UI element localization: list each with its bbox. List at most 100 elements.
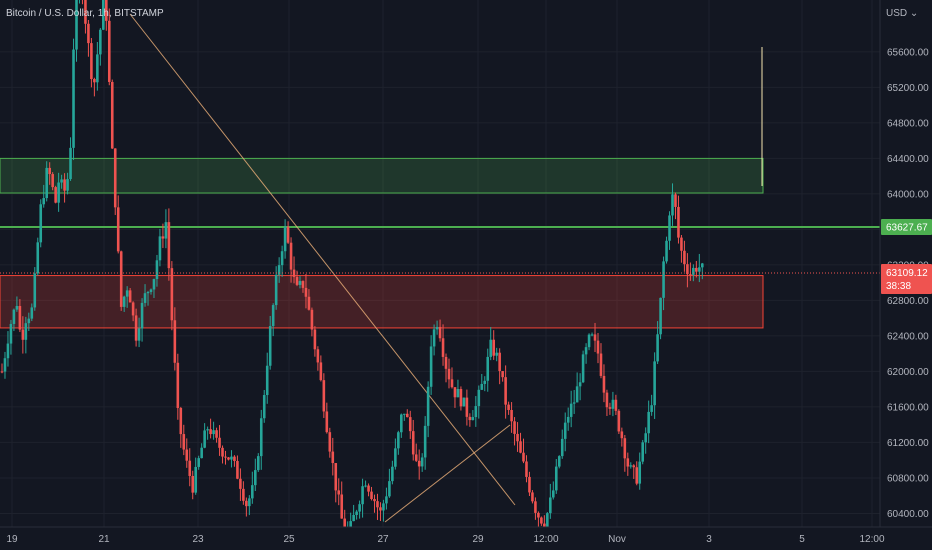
candle-body	[27, 318, 31, 324]
candle-body	[102, 0, 105, 30]
y-tick-label: 65200.00	[887, 83, 929, 94]
currency-label[interactable]: USD ⌄	[886, 8, 918, 19]
candle-body	[316, 349, 320, 363]
candle-body	[489, 339, 493, 357]
candle-body	[24, 323, 28, 340]
candle-body	[218, 437, 221, 448]
current-badge-bg	[881, 263, 932, 294]
candle-body	[298, 281, 302, 285]
candle-body	[200, 447, 203, 459]
candle-body	[456, 389, 460, 398]
candle-body	[9, 323, 13, 344]
candle-body	[113, 148, 117, 208]
x-tick-label: 27	[377, 534, 389, 545]
supply-zone	[0, 157, 764, 194]
candle-body	[638, 461, 642, 484]
candle-body	[125, 290, 129, 297]
candle-body	[405, 413, 409, 418]
candle-body	[426, 386, 430, 426]
candle-body	[110, 81, 114, 149]
symbol-title[interactable]: Bitcoin / U.S. Dollar, 1h, BITSTAMP	[6, 8, 164, 19]
candle-body	[423, 425, 427, 458]
candle-body	[701, 263, 704, 268]
candle-series	[0, 0, 704, 537]
candle-body	[197, 458, 200, 467]
candle-body	[614, 399, 618, 411]
candle-body	[331, 451, 335, 464]
candle-body	[140, 302, 144, 329]
candle-body	[680, 237, 683, 251]
candle-body	[668, 215, 671, 241]
x-tick-label: 3	[706, 534, 712, 545]
candle-body	[233, 456, 236, 462]
candle-body	[411, 431, 415, 455]
candle-body	[268, 326, 272, 366]
candle-body	[262, 395, 266, 419]
candle-body	[245, 500, 248, 507]
candle-body	[498, 352, 501, 372]
candle-body	[72, 49, 75, 148]
candle-body	[379, 507, 382, 511]
candle-body	[438, 326, 442, 339]
symbol-timeframe: 1h	[97, 8, 109, 19]
support-price-badge[interactable]: 63627.67	[881, 218, 932, 235]
candle-body	[45, 167, 48, 199]
y-tick-label: 61600.00	[887, 402, 929, 413]
candle-body	[277, 265, 281, 275]
candle-body	[516, 433, 519, 442]
candle-body	[310, 309, 314, 330]
current-price-badge[interactable]: 63109.12 38:38	[881, 263, 932, 294]
demand-zone	[0, 275, 764, 329]
candle-body	[543, 523, 546, 529]
candle-body	[146, 291, 150, 294]
candle-body	[251, 485, 254, 499]
candle-body	[361, 486, 364, 505]
candle-body	[590, 334, 594, 336]
candle-body	[90, 43, 93, 80]
candle-body	[143, 293, 147, 303]
candle-body	[42, 198, 46, 205]
candle-body	[337, 490, 341, 495]
descending-trendline[interactable]	[129, 13, 516, 506]
candle-body	[6, 343, 10, 359]
candle-body	[650, 405, 653, 412]
candle-body	[349, 521, 352, 527]
y-tick-label: 62400.00	[887, 331, 929, 342]
current-price-label: 63109.12	[886, 268, 928, 279]
countdown-label: 38:38	[886, 281, 911, 292]
candle-body	[605, 392, 609, 408]
candle-body	[352, 514, 355, 522]
candle-body	[453, 387, 457, 398]
candle-body	[107, 20, 111, 82]
candle-body	[653, 361, 656, 406]
candle-body	[471, 417, 475, 421]
candle-body	[182, 434, 186, 450]
ascending-trendline[interactable]	[384, 424, 511, 523]
candle-body	[328, 432, 332, 452]
candle-body	[441, 338, 445, 357]
candle-body	[134, 315, 138, 341]
candle-body	[629, 465, 633, 467]
x-tick-label: 12:00	[859, 534, 884, 545]
candle-body	[388, 481, 391, 497]
candle-body	[420, 457, 424, 467]
candle-body	[358, 504, 361, 512]
candle-body	[557, 456, 561, 467]
candle-body	[355, 511, 358, 515]
candle-body	[566, 416, 570, 423]
candle-body	[221, 447, 224, 457]
candle-body	[259, 418, 263, 457]
candle-body	[206, 429, 209, 431]
candle-body	[408, 417, 412, 432]
candle-body	[617, 410, 621, 432]
candle-body	[623, 438, 627, 459]
candle-body	[572, 402, 576, 404]
candle-body	[376, 501, 379, 508]
candle-body	[644, 433, 647, 443]
candle-body	[176, 362, 180, 408]
candle-body	[66, 179, 69, 191]
candle-body	[239, 478, 242, 489]
candle-body	[179, 407, 183, 435]
